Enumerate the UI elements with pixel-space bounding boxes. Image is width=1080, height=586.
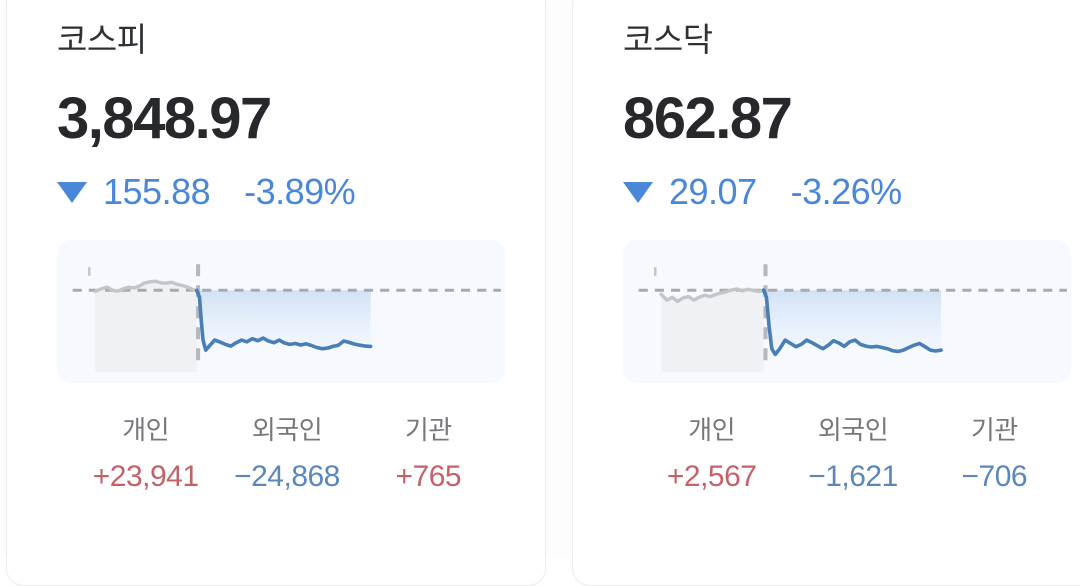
flow-item-institution: 기관 +765 [358, 417, 499, 492]
regular-session-line [761, 288, 943, 357]
pre-market-area [661, 288, 764, 372]
flow-label: 기관 [970, 415, 1018, 445]
pre-market-line [93, 279, 199, 294]
flow-value: +23,941 [92, 460, 199, 493]
index-change-absolute: 29.07 [669, 171, 757, 212]
flow-value: −24,868 [234, 460, 340, 493]
index-card-kosdaq[interactable]: 코스닥 862.87 29.07 -3.26% 개인 +2,567 외국인 −1… [572, 0, 1080, 586]
flow-value: −706 [961, 460, 1028, 493]
triangle-down-icon [57, 181, 87, 203]
flow-item-individual: 개인 +2,567 [641, 417, 782, 492]
regular-session-area [763, 290, 942, 355]
index-sparkline-chart[interactable] [623, 240, 1071, 383]
index-change-row: 155.88 -3.89% [57, 174, 505, 210]
market-index-panel: 코스피 3,848.97 155.88 -3.89% 개인 +23,941 외국… [6, 0, 1080, 586]
index-name: 코스닥 [623, 21, 713, 58]
investor-flows: 개인 +23,941 외국인 −24,868 기관 +765 [57, 417, 505, 492]
card-content: 코스피 3,848.97 155.88 -3.89% 개인 +23,941 외국… [57, 1, 505, 492]
flow-label: 기관 [404, 415, 452, 445]
flow-value: +2,567 [666, 460, 757, 493]
flow-label: 외국인 [817, 415, 889, 445]
index-change-percent: -3.26% [790, 171, 903, 212]
index-card-kospi[interactable]: 코스피 3,848.97 155.88 -3.89% 개인 +23,941 외국… [6, 0, 546, 586]
regular-session-area [196, 290, 371, 351]
pre-market-area [95, 281, 197, 372]
index-sparkline-chart[interactable] [57, 240, 505, 383]
index-price: 862.87 [623, 86, 793, 151]
flow-item-institution: 기관 −706 [924, 417, 1065, 492]
flow-label: 개인 [122, 415, 170, 445]
regular-session-line [194, 288, 373, 352]
flow-value: +765 [395, 460, 462, 493]
index-change-absolute: 155.88 [103, 171, 211, 212]
flow-item-foreign: 외국인 −1,621 [782, 417, 923, 492]
index-change-percent: -3.89% [244, 171, 356, 212]
index-change-row: 29.07 -3.26% [623, 174, 1071, 210]
index-price: 3,848.97 [57, 86, 272, 151]
flow-value: −1,621 [808, 460, 898, 493]
flow-item-foreign: 외국인 −24,868 [216, 417, 357, 492]
flow-item-individual: 개인 +23,941 [75, 417, 216, 492]
index-name: 코스피 [57, 21, 147, 58]
triangle-down-icon [623, 181, 653, 203]
flow-label: 외국인 [251, 415, 323, 445]
card-content: 코스닥 862.87 29.07 -3.26% 개인 +2,567 외국인 −1… [623, 1, 1071, 492]
investor-flows: 개인 +2,567 외국인 −1,621 기관 −706 [623, 417, 1071, 492]
pre-market-line [659, 287, 766, 304]
flow-label: 개인 [688, 415, 736, 445]
